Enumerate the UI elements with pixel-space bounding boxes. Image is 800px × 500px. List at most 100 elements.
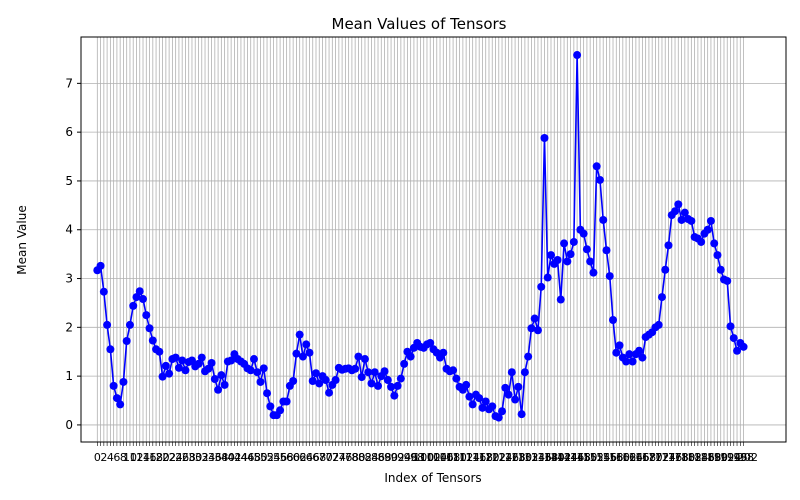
data-point <box>116 400 125 409</box>
x-tick-label: 166 <box>629 451 650 464</box>
data-point <box>256 377 265 386</box>
data-point <box>364 368 373 377</box>
x-tick-label: 52 <box>260 451 274 464</box>
data-point <box>595 175 604 184</box>
x-tick-label: 196 <box>727 451 748 464</box>
data-point <box>112 394 121 403</box>
x-tick-label: 180 <box>674 451 695 464</box>
data-point <box>253 368 262 377</box>
data-point <box>677 215 686 224</box>
data-point <box>547 251 555 260</box>
x-tick-label: 160 <box>609 451 630 464</box>
data-point <box>406 352 415 361</box>
data-point <box>710 239 719 248</box>
x-tick-label: 138 <box>537 451 558 464</box>
data-point <box>537 282 546 291</box>
data-point <box>227 356 236 365</box>
data-point <box>210 375 219 384</box>
data-point <box>119 377 128 386</box>
y-tick-label: 1 <box>65 369 73 383</box>
x-tick-label: 128 <box>505 451 526 464</box>
data-point <box>266 402 275 411</box>
data-point <box>393 381 402 390</box>
x-tick-label: 34 <box>201 451 215 464</box>
data-point <box>680 208 689 217</box>
data-point <box>726 322 735 331</box>
data-point <box>553 255 562 264</box>
data-point <box>106 345 115 354</box>
data-point <box>370 368 379 377</box>
data-point <box>511 395 520 404</box>
data-point <box>139 295 148 304</box>
data-point <box>635 346 644 355</box>
data-point <box>622 357 631 366</box>
data-point <box>158 372 167 381</box>
data-point <box>194 359 203 368</box>
x-tick-label: 154 <box>589 451 610 464</box>
data-point <box>697 237 706 246</box>
data-point <box>165 369 174 378</box>
x-tick-label: 172 <box>648 451 669 464</box>
data-point <box>579 229 588 238</box>
x-tick-label: 62 <box>293 451 307 464</box>
data-point <box>716 265 725 274</box>
data-point <box>187 356 196 365</box>
x-tick-label: 92 <box>391 451 405 464</box>
x-tick-label: 146 <box>563 451 584 464</box>
data-point <box>449 366 458 375</box>
data-point <box>739 342 748 351</box>
x-tick-label: 104 <box>426 451 447 464</box>
data-point <box>494 413 503 422</box>
data-point <box>452 374 461 383</box>
x-tick-label: 140 <box>544 451 565 464</box>
data-point <box>615 341 624 350</box>
x-tick-label: 108 <box>439 451 460 464</box>
data-point <box>713 251 722 260</box>
x-tick-label: 112 <box>452 451 473 464</box>
x-tick-label: 150 <box>576 451 597 464</box>
x-tick-label: 18 <box>149 451 163 464</box>
x-tick-label: 144 <box>557 451 578 464</box>
x-tick-label: 120 <box>478 451 499 464</box>
x-tick-label: 198 <box>733 451 754 464</box>
data-point <box>298 352 307 361</box>
x-tick-label: 178 <box>668 451 689 464</box>
x-tick-label: 106 <box>433 451 454 464</box>
x-tick-label: 2 <box>100 451 107 464</box>
x-tick-label: 156 <box>596 451 617 464</box>
data-point <box>263 389 272 398</box>
data-point <box>374 381 383 390</box>
x-tick-label: 174 <box>655 451 676 464</box>
x-tick-label: 86 <box>371 451 385 464</box>
data-point <box>533 326 542 335</box>
data-point <box>357 373 366 382</box>
data-point <box>589 268 598 277</box>
data-point <box>171 353 180 362</box>
data-point <box>148 336 157 345</box>
data-point <box>142 311 151 320</box>
y-tick-label: 2 <box>65 320 73 334</box>
data-point <box>207 358 216 367</box>
data-point <box>125 320 134 329</box>
x-axis-label: Index of Tensors <box>384 471 481 485</box>
x-tick-label: 48 <box>247 451 261 464</box>
data-point <box>729 334 738 343</box>
x-tick-label: 132 <box>518 451 539 464</box>
data-point <box>657 293 666 302</box>
data-point <box>674 200 683 209</box>
data-point <box>390 391 399 400</box>
data-point <box>501 383 510 392</box>
data-point <box>103 320 112 329</box>
x-tick-label: 66 <box>306 451 320 464</box>
data-point <box>204 364 213 373</box>
data-point <box>628 357 637 366</box>
x-tick-label: 152 <box>583 451 604 464</box>
x-tick-label: 162 <box>616 451 637 464</box>
data-point <box>465 392 474 401</box>
data-point <box>560 239 569 248</box>
data-point <box>654 320 663 329</box>
data-point <box>573 51 582 60</box>
data-point <box>305 348 314 357</box>
data-point <box>383 376 392 385</box>
